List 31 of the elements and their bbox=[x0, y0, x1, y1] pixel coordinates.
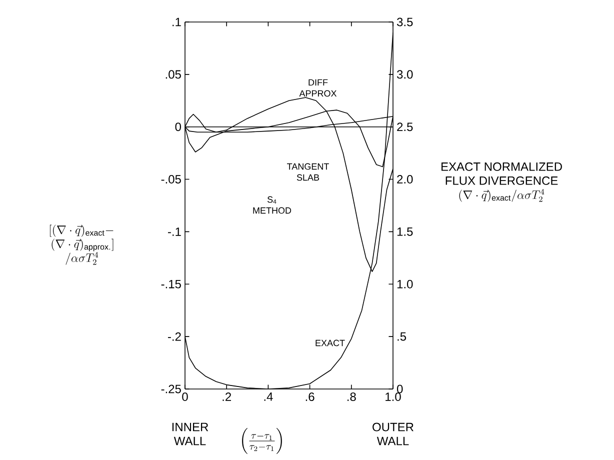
x-tick-label: .4 bbox=[264, 392, 273, 401]
annotation: DIFF APPROX bbox=[299, 79, 337, 97]
x-tick-label: 0 bbox=[182, 392, 188, 402]
x-tick-label: .6 bbox=[306, 392, 314, 402]
y2-tick-label: 1.0 bbox=[397, 280, 413, 288]
x-axis-title: $\left(\frac{\tau-\tau_1}{\tau_2-\tau_1}\right)$ bbox=[242, 428, 282, 454]
annotation: EXACT bbox=[316, 340, 345, 346]
y-tick-label: 0 bbox=[175, 122, 182, 132]
y-tick-label: -.25 bbox=[161, 384, 181, 394]
y-tick-label: .1 bbox=[172, 18, 181, 26]
y2-axis-title: $\begin{array}{c}\mbox{EXACT NORMALIZED}\\ \mbox{FLUX DIVERGENCE}\\ (\nabla\cdot\vec{q})_{\mathrm{exact}}/\alpha\sigma T_2^{4}\end{array}$ bbox=[442, 162, 562, 202]
annotation: TANGENT SLAB bbox=[287, 163, 329, 181]
y-tick-label: -.05 bbox=[161, 175, 181, 184]
x-tick-label: .2 bbox=[222, 392, 232, 401]
x-tick-label: .8 bbox=[347, 392, 356, 402]
y-tick-label: -.15 bbox=[161, 280, 181, 288]
text: OUTER WALL bbox=[372, 422, 414, 446]
y2-tick-label: 2.0 bbox=[397, 175, 413, 184]
x-tick-label: 1.0 bbox=[386, 392, 401, 402]
text: INNER WALL bbox=[172, 422, 208, 446]
y2-tick-label: 0 bbox=[397, 384, 403, 394]
y-tick-label: -.2 bbox=[168, 332, 181, 341]
y2-tick-label: 3.5 bbox=[396, 18, 413, 26]
y2-tick-label: 3.0 bbox=[396, 70, 413, 79]
y2-tick-label: .5 bbox=[398, 332, 406, 341]
y2-tick-label: 1.5 bbox=[397, 228, 413, 236]
y2-tick-label: 2.5 bbox=[397, 122, 413, 132]
annotation: S$_{4}$ METHOD bbox=[253, 196, 292, 214]
y-axis-title: $\begin{array}{c}\left[(\nabla\cdot\vec{q})_{\mathrm{exact}}-\right.\\ \left.(\nabla\cdot\vec{q})_{\mathrm{approx.}}\right]\\ /\alpha\sigma T_2^{4}\end{array}$ bbox=[50, 224, 114, 265]
y-tick-label: -.1 bbox=[168, 228, 181, 236]
y-tick-label: .05 bbox=[166, 70, 181, 79]
